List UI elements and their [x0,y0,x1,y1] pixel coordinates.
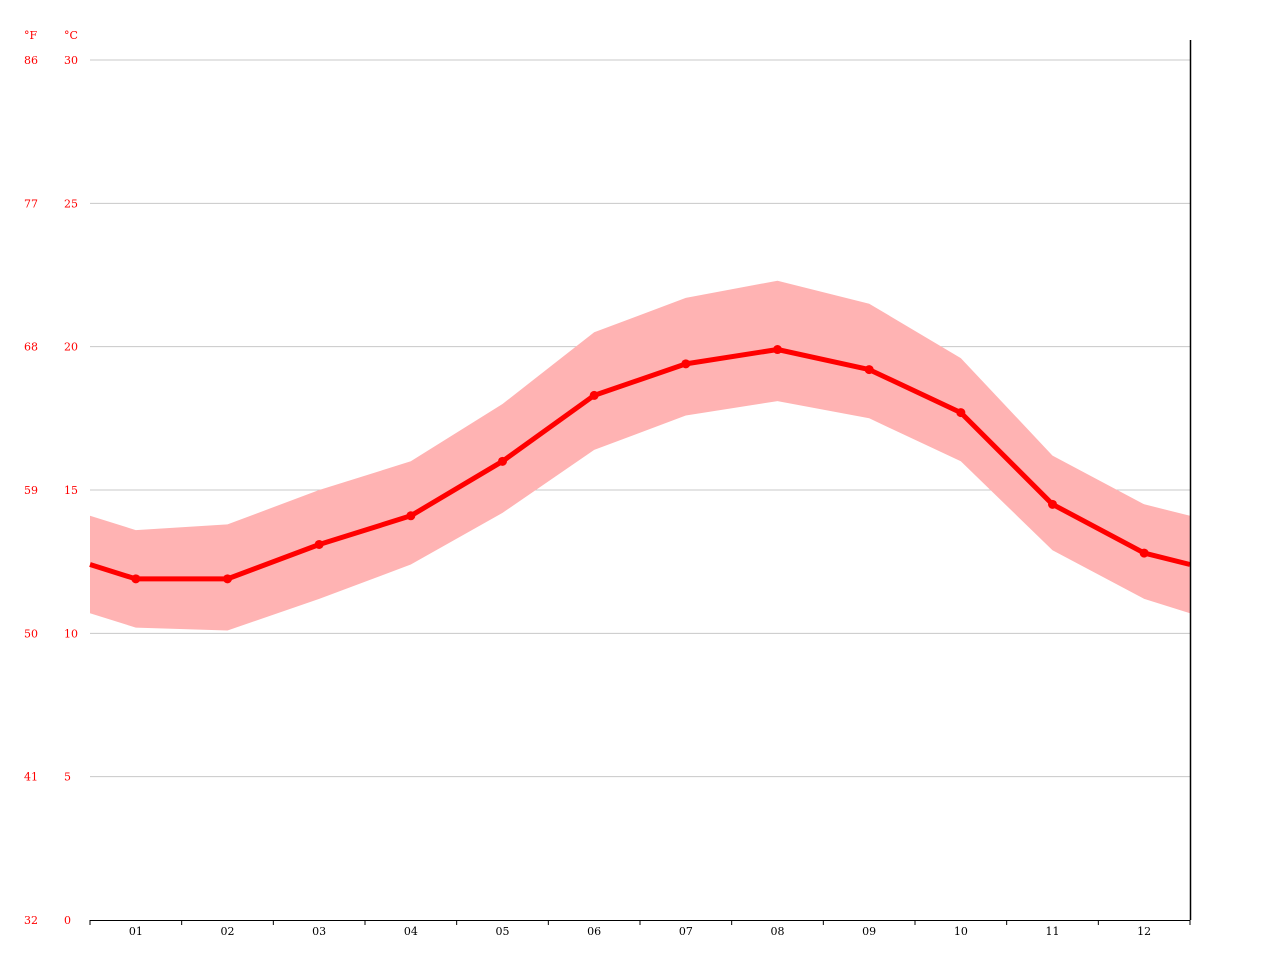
mean-temperature-line [89,345,1191,584]
y-tick-label-fahrenheit: 32 [24,914,38,927]
y-tick-label-fahrenheit: 50 [24,627,38,640]
data-point [406,511,416,521]
y-tick-label-celsius: 10 [64,627,78,640]
tick-labels: 32 0 41 5 50 10 59 15 68 20 77 25 86 30 01 02 03 04 05 06 07… [24,54,1151,938]
data-point [498,456,507,466]
y-tick-label-fahrenheit: 86 [24,54,38,67]
data-point [1139,548,1149,558]
x-tick-label: 02 [221,925,235,938]
y-tick-label-celsius: 5 [64,771,71,784]
x-tick-label: 10 [954,925,968,938]
x-tick-label: 07 [679,925,693,938]
y-tick-label-fahrenheit: 77 [24,197,38,210]
data-point [773,345,782,355]
x-tick-label: 06 [587,925,601,938]
x-tick-label: 09 [862,925,876,938]
mean-line-path [89,347,1191,582]
x-tick-label: 03 [312,925,326,938]
data-point [956,408,966,418]
x-tick-label: 05 [496,925,510,938]
x-tick-label: 04 [404,925,418,938]
y-tick-label-celsius: 15 [64,484,78,497]
data-point [589,390,599,400]
y-tick-label-celsius: 0 [64,914,71,927]
x-tick-label: 11 [1046,925,1060,938]
data-point [864,365,874,375]
y-tick-label-celsius: 20 [64,341,78,354]
data-point [223,574,232,584]
y-tick-label-fahrenheit: 68 [24,341,38,354]
y-tick-label-fahrenheit: 59 [24,484,38,497]
x-tick-label: 12 [1137,925,1151,938]
y-tick-label-fahrenheit: 41 [24,771,38,784]
temperature-range-band [90,280,1190,631]
x-tick-label: 01 [129,925,143,938]
range-band-area [90,280,1190,631]
data-point [314,539,324,549]
data-point [681,359,691,369]
data-point [131,574,141,584]
unit-label-celsius: °C [64,29,78,42]
x-tick-label: 08 [771,925,785,938]
y-tick-label-celsius: 30 [64,54,78,67]
data-point [1048,499,1057,509]
gridlines [90,59,1190,778]
axes [89,40,1192,925]
unit-label-fahrenheit: °F [24,29,38,42]
y-tick-label-celsius: 25 [64,197,78,210]
